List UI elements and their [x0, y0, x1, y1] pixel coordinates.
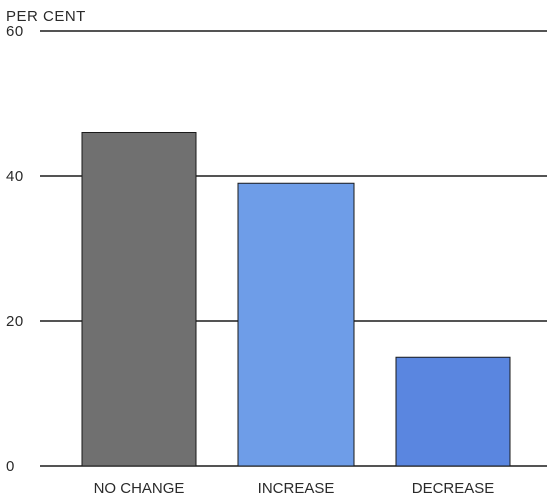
category-labels: NO CHANGE INCREASE DECREASE — [94, 480, 495, 496]
category-label-no-change: NO CHANGE — [94, 480, 185, 496]
y-axis-label: PER CENT — [6, 8, 86, 25]
bars — [81, 132, 511, 467]
y-tick-label-20: 20 — [6, 313, 24, 330]
bar-no-change — [81, 132, 197, 467]
bar-increase — [237, 182, 355, 467]
y-tick-label-0: 0 — [6, 458, 15, 475]
bar-decrease — [395, 356, 511, 467]
category-label-decrease: DECREASE — [412, 480, 495, 496]
y-tick-label-40: 40 — [6, 168, 24, 185]
y-tick-label-60: 60 — [6, 23, 24, 40]
category-label-increase: INCREASE — [258, 480, 335, 496]
y-tick-labels: 0 20 40 60 — [6, 23, 24, 475]
